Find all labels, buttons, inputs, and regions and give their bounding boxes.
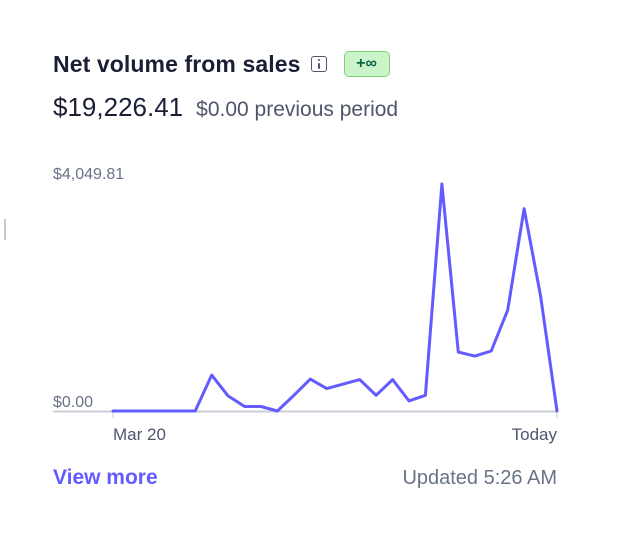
data-point[interactable] <box>193 409 197 413</box>
data-point[interactable] <box>259 405 263 409</box>
value-row: $19,226.41 $0.00 previous period <box>53 92 398 123</box>
series-layer <box>111 182 559 413</box>
resize-handle[interactable] <box>4 219 6 240</box>
data-point[interactable] <box>210 373 214 377</box>
card-header: Net volume from sales +∞ <box>53 48 390 80</box>
data-point[interactable] <box>292 393 296 397</box>
data-point[interactable] <box>111 409 115 413</box>
data-point[interactable] <box>308 377 312 381</box>
data-point[interactable] <box>489 349 493 353</box>
data-point[interactable] <box>391 378 395 382</box>
data-point[interactable] <box>160 409 164 413</box>
data-point[interactable] <box>555 409 559 413</box>
data-point[interactable] <box>440 182 444 186</box>
data-point[interactable] <box>539 294 543 298</box>
data-point[interactable] <box>341 382 345 386</box>
data-point[interactable] <box>325 387 329 391</box>
data-point[interactable] <box>473 354 477 358</box>
change-badge: +∞ <box>343 51 390 77</box>
series-line <box>111 182 559 413</box>
y-min-label: $0.00 <box>53 394 93 411</box>
data-point[interactable] <box>506 308 510 312</box>
data-point[interactable] <box>358 378 362 382</box>
data-point[interactable] <box>243 405 247 409</box>
data-point[interactable] <box>423 393 427 397</box>
view-more-link[interactable]: View more <box>53 466 158 489</box>
data-point[interactable] <box>407 399 411 403</box>
data-point[interactable] <box>456 350 460 354</box>
previous-period-text: $0.00 previous period <box>196 98 399 121</box>
card-title: Net volume from sales <box>53 50 301 77</box>
y-max-label: $4,049.81 <box>53 166 124 183</box>
data-point[interactable] <box>177 409 181 413</box>
x-end-label: Today <box>512 425 558 444</box>
x-start-label: Mar 20 <box>113 425 166 444</box>
data-point[interactable] <box>127 409 131 413</box>
data-point[interactable] <box>522 207 526 211</box>
info-icon[interactable] <box>310 56 327 72</box>
data-point[interactable] <box>226 394 230 398</box>
data-point[interactable] <box>144 409 148 413</box>
updated-timestamp: Updated 5:26 AM <box>402 467 557 489</box>
data-point[interactable] <box>275 409 279 413</box>
data-point[interactable] <box>374 393 378 397</box>
total-amount: $19,226.41 <box>53 92 184 122</box>
